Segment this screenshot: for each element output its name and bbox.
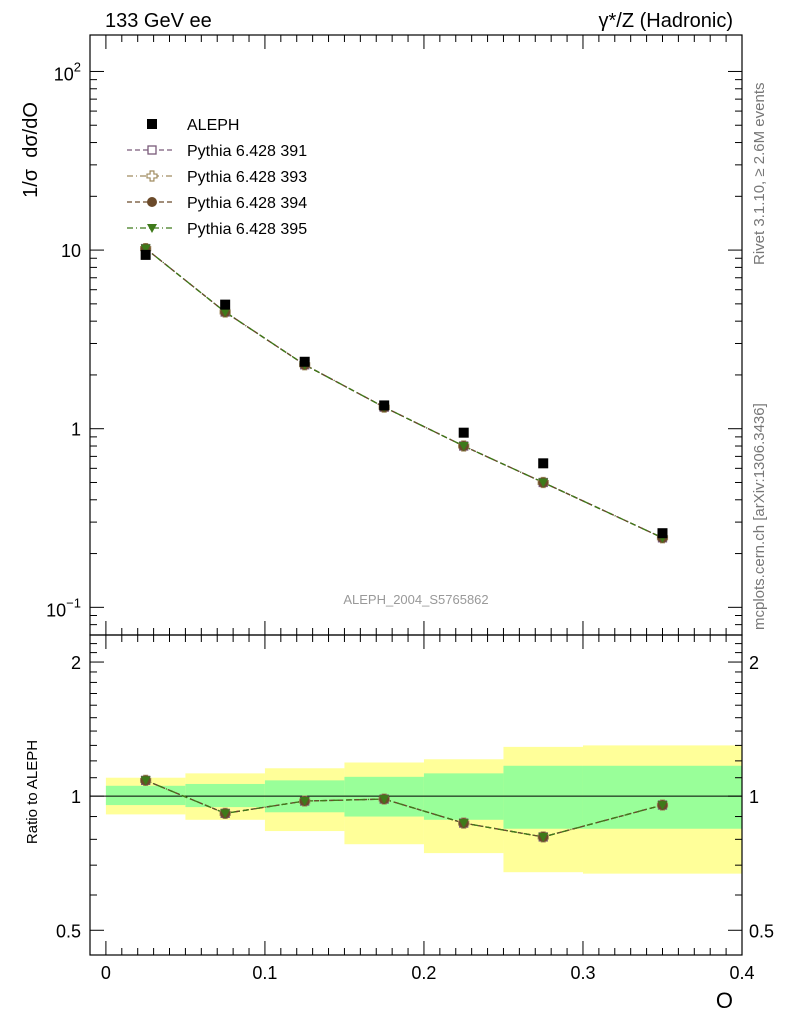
y-tick-label: 1 [71, 420, 81, 440]
point-marker [220, 299, 231, 310]
point-marker [379, 795, 390, 805]
legend-label: ALEPH [187, 117, 239, 134]
ratio-y-axis: 0.5 0.5 1 1 2 2 [56, 643, 774, 941]
x-tick-label: 0.1 [252, 963, 277, 983]
ratio-y-tick-label: 2 [71, 653, 81, 673]
ratio-frame [89, 634, 743, 956]
right-title: γ*/Z (Hadronic) [599, 10, 733, 32]
mcplots-label: mcplots.cern.ch [arXiv:1306.3436] [751, 403, 768, 630]
x-axis: 0 0.1 0.2 0.3 0.4 [101, 35, 755, 983]
ratio-y-tick-label-right: 2 [749, 653, 759, 673]
point-marker [538, 458, 549, 469]
data-markers [140, 242, 669, 544]
point-marker [458, 427, 469, 438]
main-y-label: 1/σ dσ/dO [20, 102, 42, 198]
point-marker [299, 356, 310, 367]
ratio-y-label: Ratio to ALEPH [24, 740, 41, 844]
series-line [145, 248, 663, 539]
point-marker [140, 244, 151, 254]
point-marker [458, 442, 469, 452]
y-tick-label: 10 [61, 241, 81, 261]
point-marker [379, 400, 390, 411]
legend: ALEPH Pythia 6.428 391 Pythia 6.428 393 Pyt… [127, 117, 307, 238]
x-tick-label: 0.4 [729, 963, 754, 983]
series-line [145, 248, 663, 539]
point-marker [146, 170, 158, 182]
left-title: 133 GeV ee [105, 10, 212, 32]
ratio-y-tick-label: 0.5 [56, 921, 81, 941]
point-marker [140, 249, 151, 260]
watermark: ALEPH_2004_S5765862 [343, 592, 488, 607]
green-band [185, 783, 265, 808]
ratio-y-tick-label: 1 [71, 787, 81, 807]
main-panel: 10−1 1 10 102 1/σ dσ/dO ALEPH_2004_S5765862… [20, 34, 743, 636]
y-tick-label: 102 [54, 59, 81, 84]
series-line [145, 248, 663, 539]
point-marker [220, 308, 231, 318]
point-marker [147, 145, 157, 155]
x-axis-label: O [716, 988, 733, 1013]
x-tick-label: 0.3 [570, 963, 595, 983]
point-marker [147, 197, 157, 207]
ratio-y-tick-label-right: 0.5 [749, 921, 774, 941]
series-line [145, 248, 663, 539]
green-band [503, 765, 583, 829]
green-band [105, 785, 186, 806]
mc-lines [145, 248, 663, 539]
x-tick-label: 0.2 [411, 963, 436, 983]
ratio-markers [140, 774, 669, 843]
legend-label: Pythia 6.428 395 [187, 221, 307, 238]
ratio-panel: 0.5 0.51 12 2 Ratio to ALEPH 0 0.1 0.2 0.3 0.4 … [24, 35, 774, 1013]
point-marker [538, 832, 549, 842]
point-marker [299, 797, 310, 807]
point-marker [458, 819, 469, 829]
ratio-y-tick-label-right: 1 [749, 787, 759, 807]
point-marker [140, 776, 151, 786]
legend-label: Pythia 6.428 391 [187, 143, 307, 160]
main-y-axis: 10−1 1 10 102 [46, 59, 742, 636]
green-band [582, 765, 742, 829]
rivet-label: Rivet 3.1.10, ≥ 2.6M events [751, 83, 768, 266]
point-marker [657, 528, 668, 539]
point-marker [220, 809, 231, 819]
legend-label: Pythia 6.428 394 [187, 195, 307, 212]
legend-label: Pythia 6.428 393 [187, 169, 307, 186]
point-marker [147, 119, 157, 129]
point-marker [538, 478, 549, 488]
y-tick-label: 10−1 [46, 595, 81, 620]
point-marker [657, 801, 668, 811]
x-tick-label: 0 [101, 963, 111, 983]
point-marker [147, 224, 157, 233]
